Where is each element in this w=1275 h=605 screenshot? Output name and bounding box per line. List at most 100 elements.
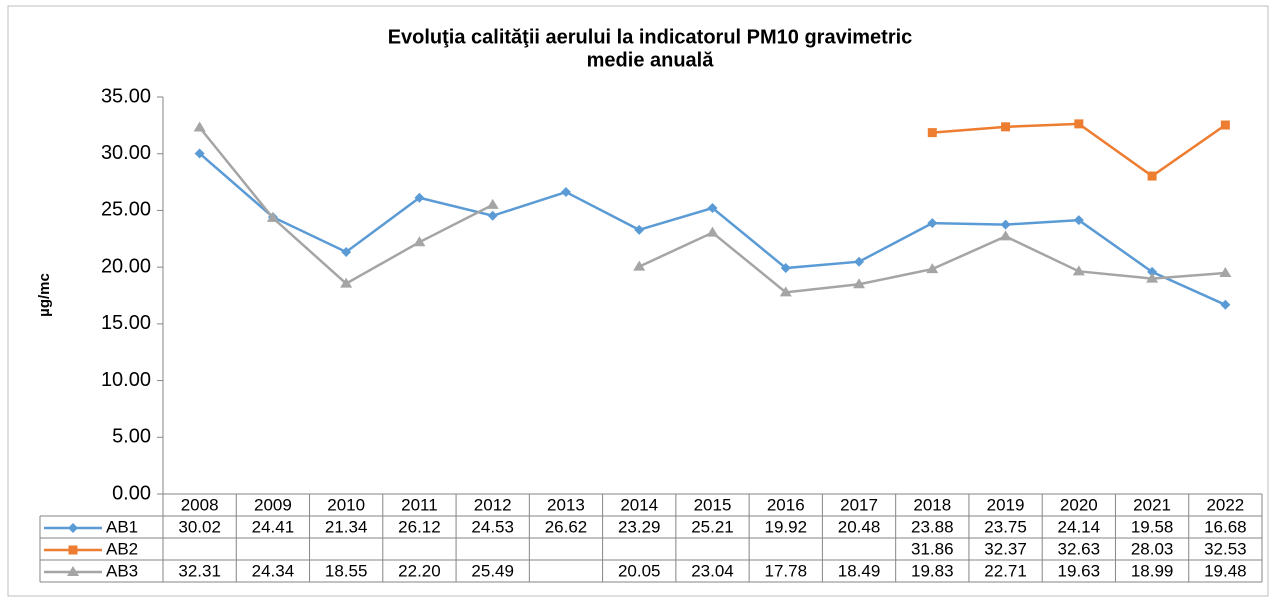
marker [779, 286, 792, 297]
x-tick-label: 2016 [767, 495, 805, 514]
marker [414, 192, 425, 203]
marker [853, 278, 866, 289]
table-value: 32.31 [178, 561, 221, 580]
table-value: 19.63 [1058, 561, 1101, 580]
marker [487, 210, 498, 221]
table-value: 18.99 [1131, 561, 1174, 580]
table-value: 18.55 [325, 561, 368, 580]
marker [340, 277, 353, 288]
table-value: 22.71 [984, 561, 1027, 580]
chart-title: medie anuală [587, 49, 715, 71]
marker [1001, 122, 1011, 132]
y-tick-label: 5.00 [112, 426, 151, 448]
table-value: 32.63 [1058, 539, 1101, 558]
marker [1000, 219, 1011, 230]
x-tick-label: 2012 [474, 495, 512, 514]
legend-label: AB1 [106, 517, 138, 536]
table-value: 19.83 [911, 561, 954, 580]
table-value: 18.49 [838, 561, 881, 580]
marker [1072, 265, 1085, 276]
y-tick-label: 15.00 [101, 312, 151, 334]
marker [1219, 267, 1232, 278]
x-tick-label: 2018 [913, 495, 951, 514]
marker [854, 256, 865, 267]
table-value: 24.41 [252, 517, 295, 536]
x-tick-label: 2010 [327, 495, 365, 514]
table-value: 26.12 [398, 517, 441, 536]
table-value: 24.14 [1058, 517, 1101, 536]
y-tick-label: 10.00 [101, 369, 151, 391]
x-tick-label: 2009 [254, 495, 292, 514]
marker [193, 121, 206, 132]
marker [194, 148, 205, 159]
table-value: 31.86 [911, 539, 954, 558]
table-value: 32.37 [984, 539, 1027, 558]
table-value: 23.04 [691, 561, 734, 580]
table-value: 24.34 [252, 561, 295, 580]
y-tick-label: 30.00 [101, 142, 151, 164]
marker [706, 226, 719, 237]
marker [266, 211, 279, 222]
marker [1073, 215, 1084, 226]
marker [1146, 272, 1159, 283]
x-tick-label: 2014 [620, 495, 658, 514]
table-value: 19.92 [764, 517, 807, 536]
marker [413, 236, 426, 247]
marker [1147, 171, 1157, 181]
table-value: 23.29 [618, 517, 661, 536]
x-tick-label: 2011 [401, 495, 438, 514]
chart-border [7, 5, 1269, 597]
y-axis-label: µg/mc [36, 273, 53, 317]
y-tick-label: 20.00 [101, 255, 151, 277]
marker [999, 230, 1012, 241]
x-tick-label: 2020 [1060, 495, 1098, 514]
table-value: 20.48 [838, 517, 881, 536]
marker [927, 218, 938, 229]
table-value: 19.48 [1204, 561, 1247, 580]
marker [1220, 299, 1231, 310]
x-tick-label: 2017 [840, 495, 878, 514]
legend-marker [68, 523, 78, 533]
table-value: 21.34 [325, 517, 368, 536]
legend-marker [67, 566, 79, 576]
marker [633, 260, 646, 271]
marker [780, 263, 791, 274]
y-tick-label: 0.00 [112, 482, 151, 504]
table-value: 23.88 [911, 517, 954, 536]
marker [1220, 120, 1230, 130]
table-value: 20.05 [618, 561, 661, 580]
marker [341, 246, 352, 257]
legend-marker [68, 545, 78, 555]
table-value: 17.78 [764, 561, 807, 580]
marker [926, 263, 939, 274]
table-value: 25.49 [471, 561, 514, 580]
chart-title: Evoluţia calităţii aerului la indicatoru… [388, 26, 913, 48]
legend-label: AB3 [106, 561, 138, 580]
marker [707, 203, 718, 214]
legend-label: AB2 [106, 539, 138, 558]
table-value: 16.68 [1204, 517, 1247, 536]
table-value: 22.20 [398, 561, 441, 580]
table-value: 19.58 [1131, 517, 1174, 536]
x-tick-label: 2021 [1133, 495, 1171, 514]
table-value: 24.53 [471, 517, 514, 536]
table-value: 28.03 [1131, 539, 1174, 558]
x-tick-label: 2019 [987, 495, 1025, 514]
marker [560, 187, 571, 198]
x-tick-label: 2008 [181, 495, 219, 514]
marker [1074, 119, 1084, 129]
y-tick-label: 35.00 [101, 85, 151, 107]
table-value: 23.75 [984, 517, 1027, 536]
marker [486, 198, 499, 209]
table-value: 32.53 [1204, 539, 1247, 558]
marker [1147, 266, 1158, 277]
marker [927, 128, 937, 138]
table-value: 25.21 [691, 517, 734, 536]
y-tick-label: 25.00 [101, 199, 151, 221]
x-tick-label: 2022 [1206, 495, 1244, 514]
marker [634, 224, 645, 235]
x-tick-label: 2015 [694, 495, 732, 514]
table-value: 26.62 [545, 517, 588, 536]
x-tick-label: 2013 [547, 495, 585, 514]
